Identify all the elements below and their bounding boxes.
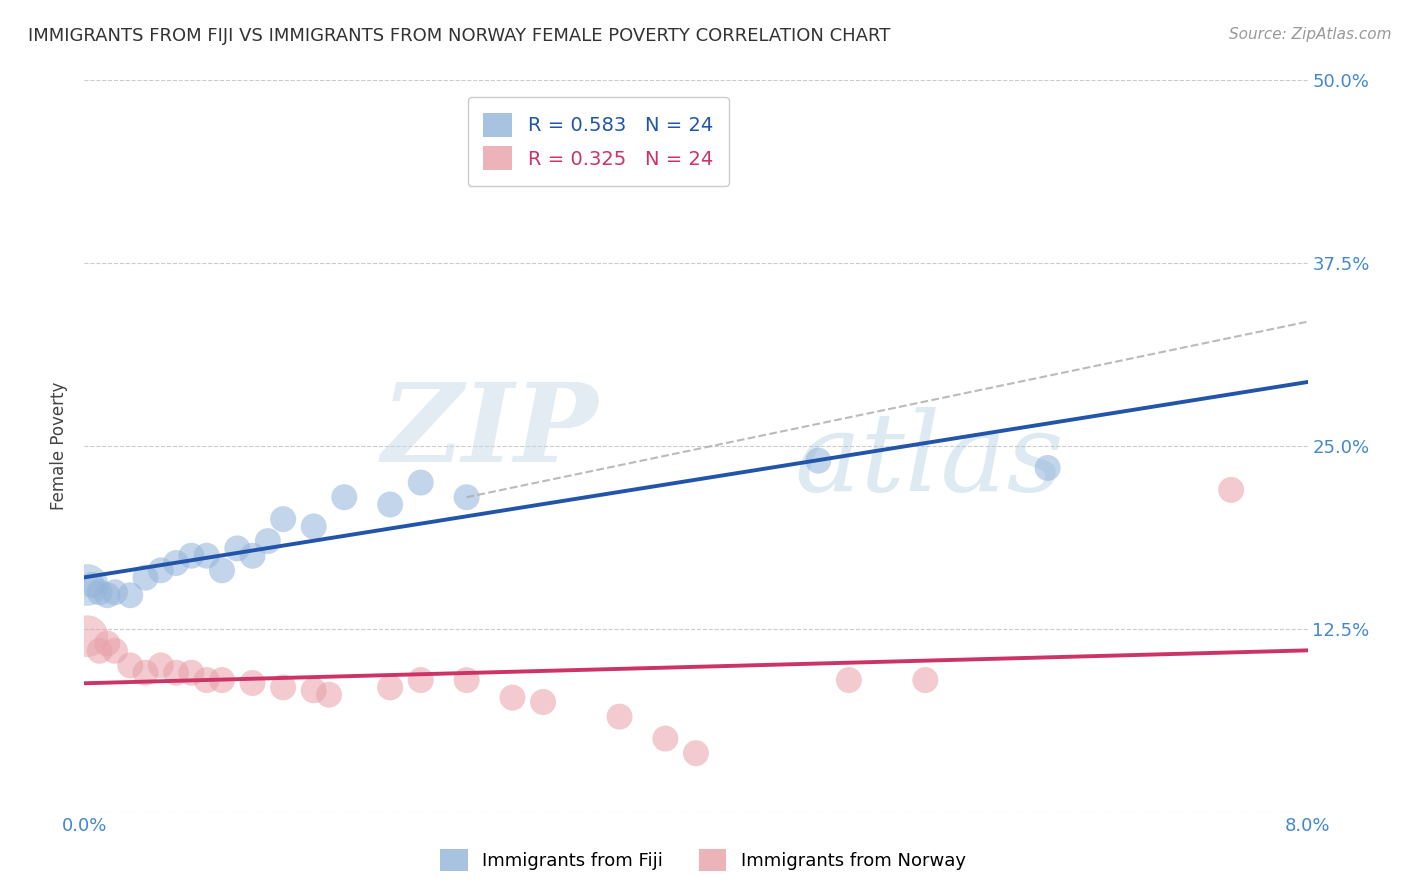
Point xyxy=(76,578,98,592)
Point xyxy=(135,571,157,585)
Point xyxy=(104,644,127,658)
Point xyxy=(257,534,280,549)
Point xyxy=(211,673,233,687)
Point xyxy=(609,709,631,723)
Point xyxy=(1036,461,1059,475)
Point xyxy=(89,644,111,658)
Point xyxy=(195,549,218,563)
Point xyxy=(195,673,218,687)
Point xyxy=(685,746,707,760)
Point xyxy=(149,563,172,577)
Point xyxy=(96,588,118,602)
Point xyxy=(456,673,478,687)
Point xyxy=(165,556,187,570)
Text: atlas: atlas xyxy=(794,407,1063,515)
Point xyxy=(180,549,202,563)
Point xyxy=(838,673,860,687)
Point xyxy=(380,498,402,512)
Point xyxy=(1220,483,1243,497)
Point xyxy=(318,688,340,702)
Y-axis label: Female Poverty: Female Poverty xyxy=(51,382,69,510)
Point xyxy=(165,665,187,680)
Point xyxy=(211,563,233,577)
Point xyxy=(409,673,432,687)
Text: Source: ZipAtlas.com: Source: ZipAtlas.com xyxy=(1229,27,1392,42)
Point xyxy=(80,578,103,592)
Point xyxy=(502,690,524,705)
Point xyxy=(135,665,157,680)
Point xyxy=(807,453,830,467)
Point xyxy=(89,585,111,599)
Point xyxy=(242,549,264,563)
Point xyxy=(120,588,142,602)
Point xyxy=(914,673,936,687)
Point xyxy=(380,681,402,695)
Point xyxy=(242,676,264,690)
Text: IMMIGRANTS FROM FIJI VS IMMIGRANTS FROM NORWAY FEMALE POVERTY CORRELATION CHART: IMMIGRANTS FROM FIJI VS IMMIGRANTS FROM … xyxy=(28,27,890,45)
Point xyxy=(180,665,202,680)
Point xyxy=(271,512,294,526)
Point xyxy=(96,636,118,650)
Point xyxy=(333,490,356,504)
Legend: Immigrants from Fiji, Immigrants from Norway: Immigrants from Fiji, Immigrants from No… xyxy=(433,842,973,879)
Point xyxy=(302,519,325,533)
Point xyxy=(104,585,127,599)
Point xyxy=(271,681,294,695)
Point xyxy=(654,731,676,746)
Point xyxy=(456,490,478,504)
Point xyxy=(302,683,325,698)
Text: ZIP: ZIP xyxy=(381,377,598,485)
Point xyxy=(76,629,98,643)
Point xyxy=(226,541,249,556)
Point xyxy=(120,658,142,673)
Point xyxy=(531,695,554,709)
Legend: R = 0.583   N = 24, R = 0.325   N = 24: R = 0.583 N = 24, R = 0.325 N = 24 xyxy=(468,97,728,186)
Point xyxy=(409,475,432,490)
Point xyxy=(149,658,172,673)
